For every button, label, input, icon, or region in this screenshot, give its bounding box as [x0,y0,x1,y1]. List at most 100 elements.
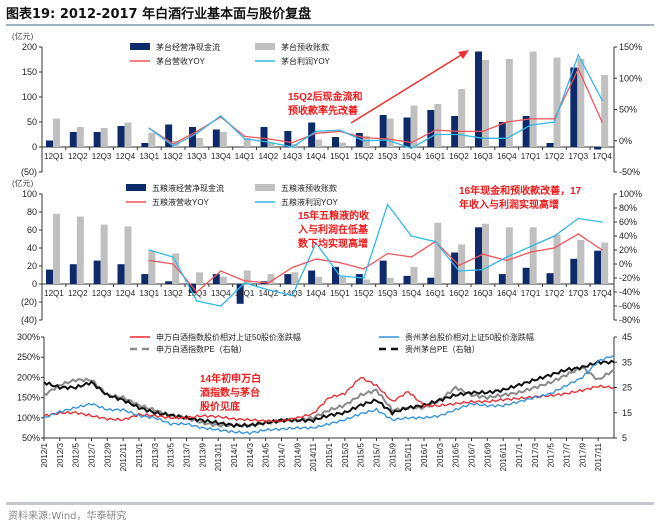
category-label: 12Q3 [92,289,112,298]
revenue-yoy-point [386,138,389,140]
title-divider [6,24,654,26]
profit-yoy-point [148,249,151,251]
left-tick-label: 200 [22,42,37,52]
right-tick-label: 5 [622,433,627,443]
revenue-yoy-point [601,121,603,123]
revenue-yoy-point [315,132,317,135]
revenue-yoy-point [243,135,246,138]
annotation-text: 14年初申万白 [200,372,261,385]
advance-receipts-bar [148,250,156,284]
cash-flow-bar [498,274,506,284]
cash-flow-bar [260,127,268,147]
legend-label: 茅台营收YOY [156,56,206,66]
cash-flow-bar [284,274,292,284]
right-tick-label: 25 [622,383,632,393]
category-label: 15Q2 [354,152,374,161]
category-label: 15Q3 [378,289,398,298]
profit-yoy-point [339,275,341,277]
profit-yoy-point [339,129,341,131]
date-tick-label: 2015/7 [373,442,382,467]
advance-receipts-bar [243,138,251,147]
advance-receipts-bar [434,222,442,284]
right-tick-label: 20% [619,245,637,255]
profit-yoy-point [529,245,532,248]
category-label: 16Q2 [449,152,469,161]
cash-flow-bar [475,51,482,147]
right-tick-label: 40% [619,231,637,241]
profit-yoy-point [577,54,580,56]
category-label: 13Q3 [187,289,207,298]
legend-label: 五粮液利润YOY [281,197,339,207]
category-label: 14Q2 [259,152,279,161]
advance-receipts-bar [410,105,418,147]
date-tick-label: 2012/9 [103,442,112,467]
annotation-text: 酒指数与茅台 [200,386,260,399]
cash-flow-bar [594,250,602,284]
category-label: 13Q2 [163,152,183,161]
advance-receipts-bar [529,51,537,147]
date-tick-label: 2013/11 [214,442,223,471]
left-tick-label: 20 [27,261,37,271]
category-label: 14Q1 [235,152,255,161]
date-tick-label: 2015/1 [325,442,334,467]
date-tick-label: 2015/3 [341,442,350,467]
date-tick-label: 2015/9 [388,442,397,467]
advance-receipts-bar [76,216,84,284]
left-tick-label: 150 [22,67,37,77]
profit-yoy-point [482,268,484,271]
annotation-text: 入与利润在低基 [298,223,369,236]
category-label: 12Q1 [44,289,64,298]
legend-swatch [255,184,275,191]
date-tick-label: 2013/7 [183,442,192,467]
profit-yoy-point [219,305,222,307]
category-label: 13Q1 [139,289,159,298]
advance-receipts-bar [76,127,84,147]
left-tick-label: 40 [27,243,37,253]
category-label: 17Q2 [545,289,565,298]
revenue-yoy-point [505,121,508,123]
date-tick-label: 2012/11 [119,442,128,471]
profit-yoy-point [172,256,174,258]
left-tick-label: 100% [17,413,40,423]
advance-receipts-bar [124,122,132,147]
cash-flow-bar [236,147,244,148]
profit-yoy-point [219,114,222,117]
revenue-yoy-point [219,270,222,272]
left-tick-label: 100 [22,92,37,102]
profit-yoy-point [172,144,174,147]
left-tick-label: 300% [17,332,40,342]
category-label: 12Q1 [44,152,64,161]
figure-title: 图表19: 2012-2017 年白酒行业基本面与股价复盘 [6,7,312,22]
profit-yoy-point [529,124,532,126]
legend-label: 五粮液预收账款 [281,183,337,193]
cash-flow-bar [403,275,411,284]
cash-flow-bar [332,266,339,284]
cash-flow-bar [546,143,554,147]
revenue-yoy-point [172,143,174,145]
category-label: 14Q2 [259,289,279,298]
cash-flow-bar [284,131,292,147]
category-label: 14Q3 [282,152,302,161]
profit-yoy-point [505,137,508,140]
advance-receipts-bar [505,59,513,147]
revenue-yoy-line [149,233,603,293]
cash-flow-bar [189,127,196,147]
revenue-yoy-point [410,141,413,144]
date-tick-label: 2013/5 [167,442,176,467]
date-tick-label: 2014/9 [293,442,302,467]
category-label: 17Q3 [568,289,588,298]
profit-yoy-point [196,300,198,302]
cash-flow-bar [236,284,244,304]
annotation-text: 股价见底 [200,400,240,413]
date-tick-label: 2014/1 [230,442,239,467]
date-tick-label: 2016/11 [499,442,508,471]
advance-receipts-bar [100,224,108,284]
category-label: 12Q4 [116,152,136,161]
revenue-yoy-point [601,249,603,251]
profit-yoy-point [362,139,365,142]
cash-flow-bar [379,115,387,147]
right-tick-label: 35 [622,357,632,367]
right-tick-label: -60% [619,301,640,311]
advance-receipts-bar [553,57,561,147]
category-label: 13Q1 [139,152,159,161]
